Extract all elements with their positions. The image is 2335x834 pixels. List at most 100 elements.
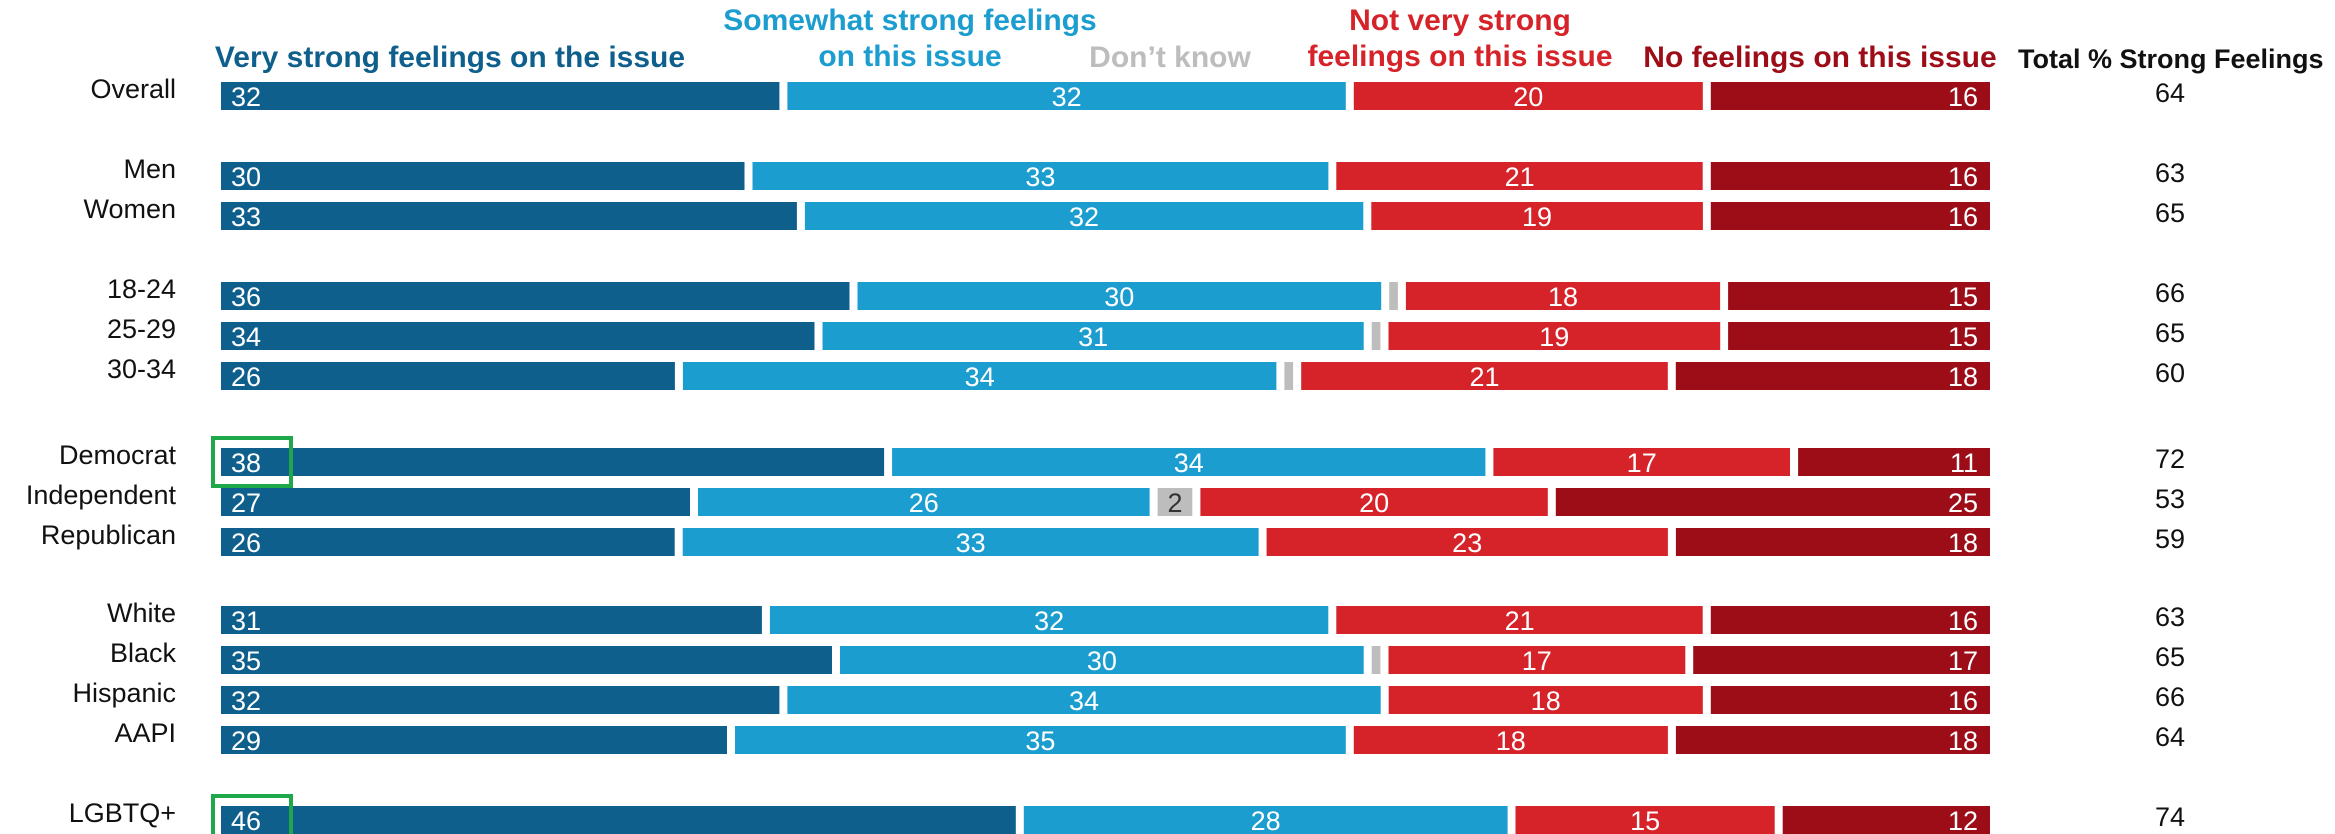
bar-hispanic-very-strong <box>221 686 780 714</box>
value-label-women-somewhat-strong: 32 <box>1069 202 1099 232</box>
value-label-independent-somewhat-strong: 26 <box>909 488 939 518</box>
value-label-18-24-no-feelings: 15 <box>1948 282 1978 312</box>
value-label-republican-very-strong: 26 <box>231 528 261 558</box>
bar-independent-no-feelings <box>1555 488 1991 516</box>
bar-black-somewhat-strong <box>840 646 1364 674</box>
legend-not-very-strong: Not very strong feelings on this issue <box>1280 3 1640 75</box>
bar-30-34-no-feelings <box>1675 362 1990 390</box>
bar-independent-somewhat-strong <box>698 488 1150 516</box>
bar-18-24-very-strong <box>221 282 850 310</box>
value-label-lgbtq-somewhat-strong: 28 <box>1251 806 1281 834</box>
bar-independent-not-very-strong <box>1200 488 1548 516</box>
value-label-overall-no-feelings: 16 <box>1948 82 1978 112</box>
legend-not-very-strong-line-2: feelings on this issue <box>1307 40 1613 73</box>
value-label-overall-somewhat-strong: 32 <box>1052 82 1082 112</box>
bar-25-29-no-feelings <box>1728 322 1990 350</box>
value-label-white-not-very-strong: 21 <box>1505 606 1535 636</box>
highlight-box-democrat <box>211 436 293 488</box>
bar-women-very-strong <box>221 202 797 230</box>
value-label-white-somewhat-strong: 32 <box>1034 606 1064 636</box>
bar-25-29-very-strong <box>221 322 815 350</box>
bar-democrat-very-strong <box>221 448 885 476</box>
bar-aapi-not-very-strong <box>1353 726 1668 754</box>
legend-dont-know: Don’t know <box>1060 40 1280 76</box>
total-white: 63 <box>2154 602 2186 632</box>
total-hispanic: 66 <box>2154 682 2186 712</box>
bar-18-24-somewhat-strong <box>857 282 1382 310</box>
value-label-independent-no-feelings: 25 <box>1948 488 1978 518</box>
row-label-hispanic: Hispanic <box>72 678 176 708</box>
bar-black-dont-know <box>1371 646 1381 674</box>
bar-25-29-somewhat-strong <box>822 322 1364 350</box>
value-label-democrat-somewhat-strong: 34 <box>1174 448 1204 478</box>
bar-overall-somewhat-strong <box>787 82 1346 110</box>
bar-30-34-dont-know <box>1284 362 1294 390</box>
total-aapi: 64 <box>2154 722 2186 752</box>
bar-25-29-not-very-strong <box>1388 322 1721 350</box>
bar-men-very-strong <box>221 162 745 190</box>
value-label-women-very-strong: 33 <box>231 202 261 232</box>
value-label-30-34-very-strong: 26 <box>231 362 261 392</box>
value-label-independent-very-strong: 27 <box>231 488 261 518</box>
value-label-men-somewhat-strong: 33 <box>1025 162 1055 192</box>
value-label-democrat-not-very-strong: 17 <box>1627 448 1657 478</box>
legend-somewhat-strong-line-1: Somewhat strong feelings <box>723 4 1097 37</box>
value-label-25-29-not-very-strong: 19 <box>1539 322 1569 352</box>
bar-30-34-somewhat-strong <box>682 362 1277 390</box>
bar-aapi-somewhat-strong <box>735 726 1346 754</box>
value-label-men-no-feelings: 16 <box>1948 162 1978 192</box>
bar-lgbtq-very-strong <box>221 806 1016 834</box>
value-label-women-no-feelings: 16 <box>1948 202 1978 232</box>
value-label-30-34-somewhat-strong: 34 <box>965 362 995 392</box>
row-label-black: Black <box>109 638 176 668</box>
value-label-aapi-somewhat-strong: 35 <box>1025 726 1055 756</box>
legend-very-strong: Very strong feelings on the issue <box>200 40 700 76</box>
highlight-box-lgbtq <box>211 794 293 834</box>
bar-republican-somewhat-strong <box>682 528 1259 556</box>
value-label-25-29-somewhat-strong: 31 <box>1078 322 1108 352</box>
bar-white-no-feelings <box>1710 606 1990 634</box>
bar-18-24-no-feelings <box>1728 282 1990 310</box>
value-label-republican-somewhat-strong: 33 <box>956 528 986 558</box>
total-overall: 64 <box>2154 78 2186 108</box>
total-25-29: 65 <box>2154 318 2186 348</box>
bar-white-somewhat-strong <box>769 606 1329 634</box>
bar-women-somewhat-strong <box>804 202 1364 230</box>
total-men: 63 <box>2154 158 2186 188</box>
value-label-overall-not-very-strong: 20 <box>1513 82 1543 112</box>
value-label-black-somewhat-strong: 30 <box>1087 646 1117 676</box>
bar-hispanic-not-very-strong <box>1388 686 1703 714</box>
value-label-30-34-not-very-strong: 21 <box>1469 362 1499 392</box>
total-30-34: 60 <box>2154 358 2186 388</box>
row-label-30-34: 30-34 <box>106 354 176 384</box>
bar-women-no-feelings <box>1710 202 1990 230</box>
row-label-women: Women <box>83 194 176 224</box>
value-label-men-not-very-strong: 21 <box>1505 162 1535 192</box>
bar-lgbtq-somewhat-strong <box>1023 806 1508 834</box>
total-republican: 59 <box>2154 524 2186 554</box>
bar-independent-dont-know <box>1157 488 1193 516</box>
value-label-men-very-strong: 30 <box>231 162 261 192</box>
bar-black-not-very-strong <box>1388 646 1686 674</box>
value-label-25-29-no-feelings: 15 <box>1948 322 1978 352</box>
bar-men-no-feelings <box>1710 162 1990 190</box>
value-label-lgbtq-very-strong: 46 <box>231 806 261 834</box>
value-label-25-29-very-strong: 34 <box>231 322 261 352</box>
row-label-democrat: Democrat <box>58 440 176 470</box>
bar-30-34-very-strong <box>221 362 675 390</box>
bar-men-not-very-strong <box>1336 162 1703 190</box>
row-label-25-29: 25-29 <box>106 314 176 344</box>
bar-overall-no-feelings <box>1710 82 1990 110</box>
value-label-18-24-very-strong: 36 <box>231 282 261 312</box>
value-label-white-no-feelings: 16 <box>1948 606 1978 636</box>
bar-25-29-dont-know <box>1371 322 1381 350</box>
value-label-hispanic-no-feelings: 16 <box>1948 686 1978 716</box>
legend-very-strong-line-1: Very strong feelings on the issue <box>214 41 686 74</box>
bar-aapi-very-strong <box>221 726 727 754</box>
value-label-aapi-very-strong: 29 <box>231 726 261 756</box>
row-label-men: Men <box>123 154 176 184</box>
row-label-aapi: AAPI <box>114 718 176 748</box>
bar-black-very-strong <box>221 646 832 674</box>
